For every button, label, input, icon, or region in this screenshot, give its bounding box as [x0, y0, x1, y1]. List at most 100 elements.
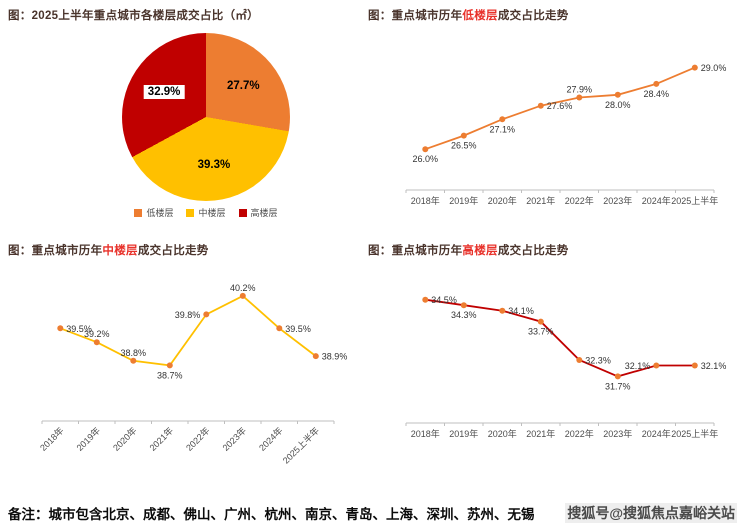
data-point-marker — [57, 325, 64, 332]
x-tick-label: 2023年 — [603, 428, 632, 439]
title-suffix: 成交占比走势 — [497, 245, 569, 257]
data-label: 34.1% — [508, 306, 534, 316]
title-suffix: 成交占比走势 — [137, 245, 209, 257]
watermark: 搜狐号@搜狐焦点嘉峪关站 — [565, 503, 737, 523]
legend-swatch — [134, 208, 143, 217]
x-tick-label: 2020年 — [110, 425, 138, 453]
line-series — [59, 294, 317, 367]
x-tick-label: 2021年 — [147, 425, 175, 453]
pie-chart-title: 图：2025上半年重点城市各楼层成交占比（㎡） — [8, 10, 259, 22]
pie-slice-label: 27.7% — [226, 79, 260, 92]
title-prefix: 图：重点城市历年 — [368, 10, 463, 22]
x-tick-label: 2019年 — [74, 425, 102, 453]
x-tick-label: 2023年 — [603, 195, 632, 206]
title-highlight: 中楼层 — [102, 245, 138, 257]
x-tick-label: 2025上半年 — [280, 425, 321, 466]
data-point-marker — [576, 94, 583, 101]
data-label: 39.8% — [175, 310, 201, 320]
low-floor-chart-title: 图：重点城市历年低楼层成交占比走势 — [368, 7, 569, 23]
data-point-marker — [203, 311, 210, 318]
high-floor-line-chart: 34.5% 34.3% 34.1% 33.7% 32.3% 31.7% 32.1% 32.1%… — [405, 295, 727, 439]
pie-chart — [122, 33, 290, 201]
legend-item: 中楼层 — [186, 206, 226, 219]
data-point-marker — [691, 64, 698, 71]
high-floor-chart-title: 图：重点城市历年高楼层成交占比走势 — [368, 242, 569, 258]
data-label: 31.7% — [605, 381, 631, 391]
data-point-marker — [312, 353, 319, 360]
x-tick-label: 2020年 — [488, 428, 517, 439]
data-point-marker — [460, 302, 467, 309]
data-point-marker — [499, 307, 506, 314]
x-tick-label: 2020年 — [488, 195, 517, 206]
data-point-marker — [239, 292, 246, 299]
x-tick-label: 2021年 — [526, 195, 555, 206]
data-label: 26.0% — [413, 154, 439, 164]
data-point-marker — [166, 362, 173, 369]
title-highlight: 低楼层 — [462, 10, 498, 22]
data-point-marker — [93, 339, 100, 346]
data-point-marker — [653, 80, 660, 87]
data-label: 26.5% — [451, 141, 477, 151]
x-tick-label: 2018年 — [37, 425, 65, 453]
x-tick-label: 2018年 — [411, 428, 440, 439]
data-point-marker — [537, 102, 544, 109]
data-point-marker — [460, 132, 467, 139]
x-tick-label: 2022年 — [183, 425, 211, 453]
data-label: 28.0% — [605, 100, 631, 110]
title-prefix: 图：重点城市历年 — [368, 245, 463, 257]
pie-slice-label: 32.9% — [143, 85, 185, 100]
data-point-marker — [422, 296, 429, 303]
pie-legend: 低楼层 中楼层 高楼层 — [70, 206, 342, 219]
data-label: 28.4% — [644, 89, 670, 99]
legend-item: 高楼层 — [238, 206, 278, 219]
data-point-marker — [691, 362, 698, 369]
x-tick-label: 2019年 — [449, 428, 478, 439]
data-point-marker — [614, 91, 621, 98]
data-point-marker — [499, 116, 506, 123]
data-label: 38.8% — [121, 348, 147, 358]
data-label: 39.5% — [285, 324, 311, 334]
data-point-marker — [276, 325, 283, 332]
legend-swatch — [186, 208, 195, 217]
title-suffix: 成交占比走势 — [497, 10, 569, 22]
x-tick-label: 2019年 — [449, 195, 478, 206]
low-floor-line-chart: 26.0% 26.5% 27.1% 27.6% 27.9% 28.0% 28.4% 29.0%… — [405, 63, 727, 206]
data-point-marker — [537, 318, 544, 325]
x-tick-label: 2023年 — [220, 425, 248, 453]
legend-label: 高楼层 — [250, 208, 278, 218]
footer-note: 备注：城市包含北京、成都、佛山、广州、杭州、南京、青岛、上海、深圳、苏州、无锡 — [8, 507, 535, 522]
legend-item: 低楼层 — [134, 206, 173, 219]
x-tick-label: 2022年 — [565, 195, 594, 206]
data-label: 29.0% — [701, 63, 727, 73]
data-label: 32.1% — [701, 361, 727, 371]
legend-label: 中楼层 — [198, 208, 226, 218]
x-tick-label: 2024年 — [642, 428, 671, 439]
mid-floor-line-chart: 39.5%39.2%38.8%38.7%39.8%40.2%39.5%38.9%… — [37, 283, 348, 466]
data-label: 27.1% — [490, 124, 516, 134]
data-label: 38.9% — [322, 352, 348, 362]
mid-floor-chart-title: 图：重点城市历年中楼层成交占比走势 — [8, 242, 209, 258]
data-point-marker — [653, 362, 660, 369]
data-label: 40.2% — [230, 283, 256, 293]
x-tick-label: 2024年 — [256, 425, 284, 453]
data-label: 27.6% — [547, 101, 573, 111]
line-series — [425, 298, 695, 378]
x-tick-label: 2018年 — [411, 195, 440, 206]
title-highlight: 高楼层 — [462, 245, 498, 257]
pie-slice-label: 39.3% — [197, 159, 231, 172]
data-point-marker — [130, 357, 137, 364]
data-label: 34.3% — [451, 310, 477, 320]
x-tick-label: 2025上半年 — [671, 428, 718, 439]
data-label: 39.5% — [66, 324, 92, 334]
x-tick-label: 2025上半年 — [671, 195, 718, 206]
pie-chart-area: 27.7% 39.3% 32.9% — [122, 33, 290, 201]
data-label: 34.5% — [431, 295, 457, 305]
x-tick-label: 2024年 — [642, 195, 671, 206]
line-series — [425, 66, 696, 151]
data-point-marker — [422, 146, 429, 153]
x-tick-label: 2021年 — [526, 428, 555, 439]
legend-swatch — [238, 208, 247, 217]
data-label: 33.7% — [528, 327, 554, 337]
data-point-marker — [614, 373, 621, 380]
